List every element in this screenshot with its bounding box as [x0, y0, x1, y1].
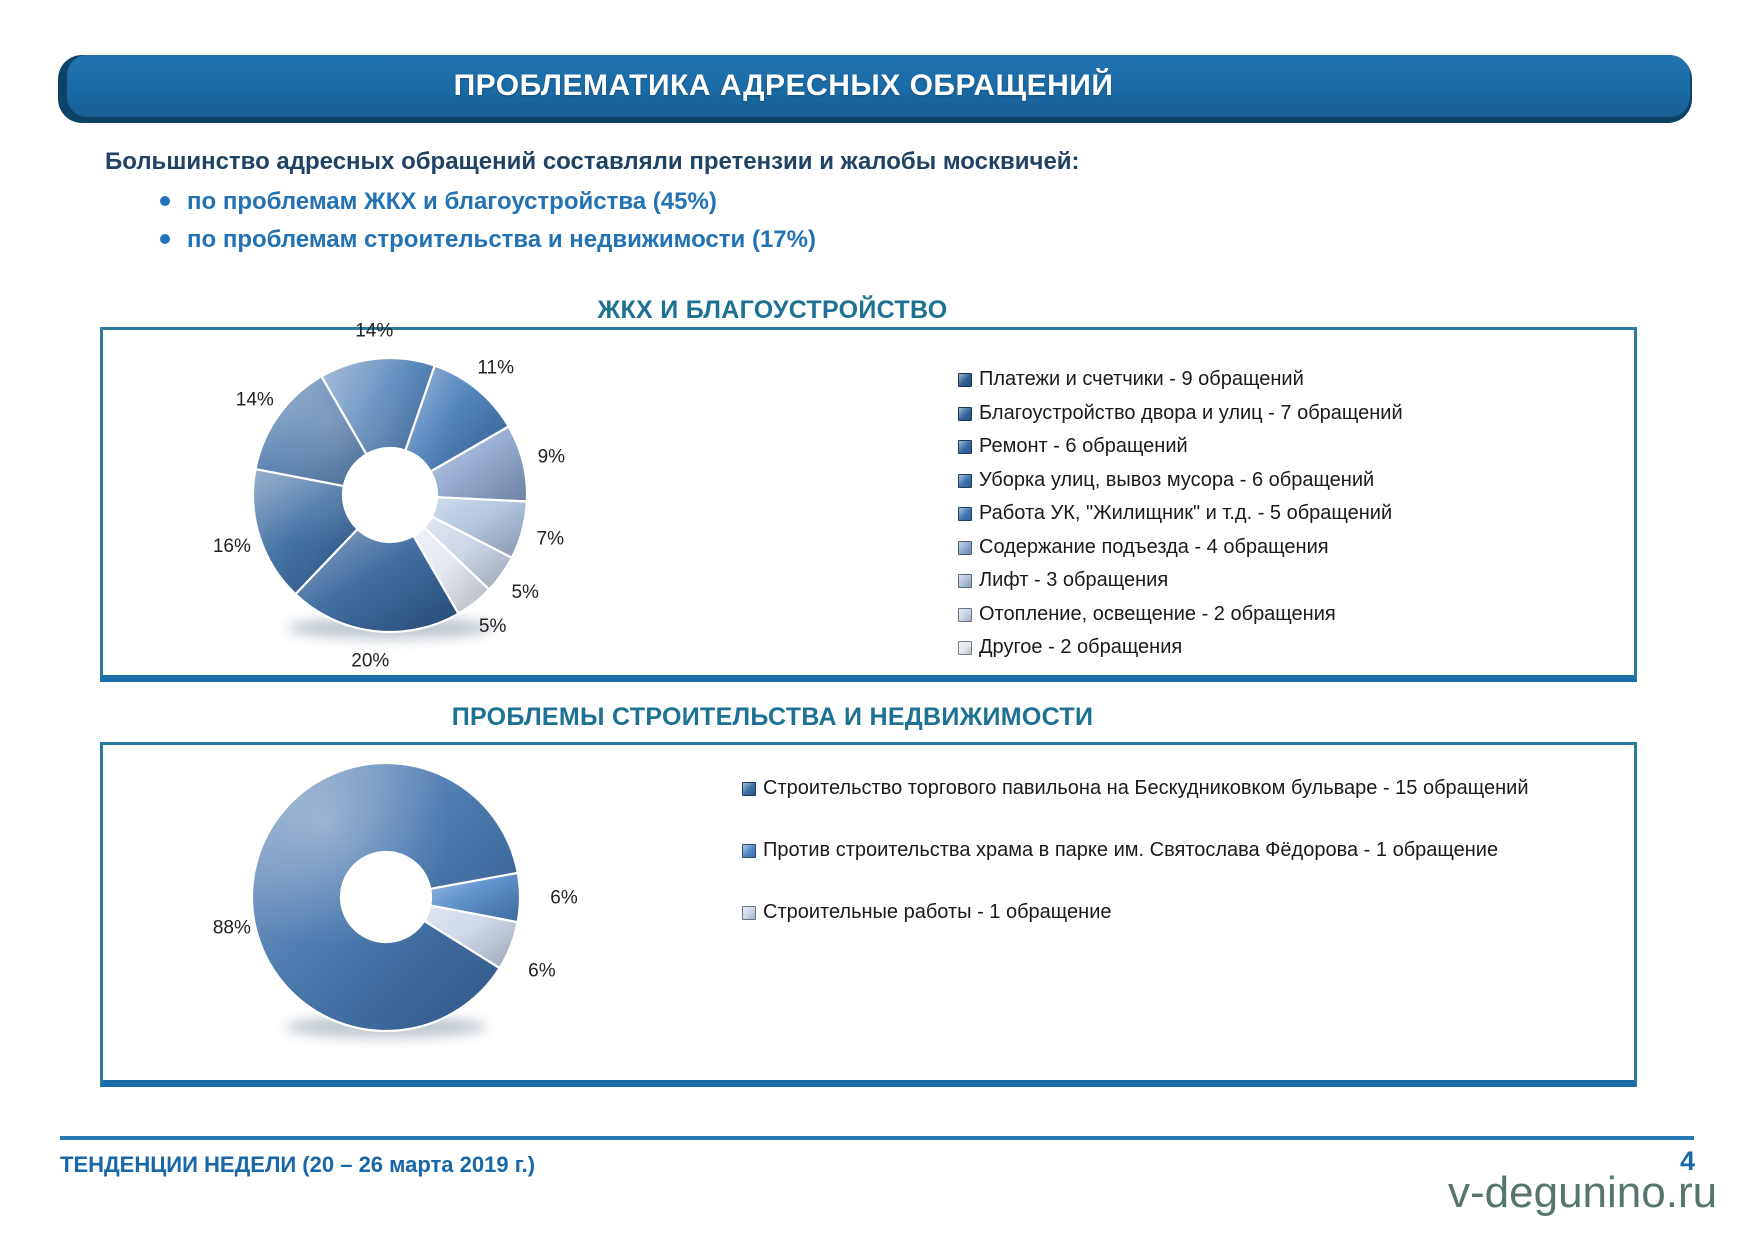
legend-label: Работа УК, "Жилищник" и т.д. - 5 обращен…	[979, 502, 1393, 524]
legend-marker-icon	[958, 540, 972, 555]
percent-label: 16%	[213, 536, 251, 557]
legend-marker-icon	[958, 607, 972, 622]
legend-label: Платежи и счетчики - 9 обращений	[979, 368, 1304, 390]
legend-item: Благоустройство двора и улиц - 7 обращен…	[958, 402, 1403, 436]
intro-bullet-text: по проблемам ЖКХ и благоустройства (45%)	[187, 188, 717, 215]
chart-legend-construction: Строительство торгового павильона на Бес…	[742, 777, 1529, 963]
legend-item: Уборка улиц, вывоз мусора - 6 обращений	[958, 469, 1403, 503]
legend-marker-icon	[742, 782, 756, 796]
legend-marker-icon	[958, 507, 972, 521]
slide-title-banner-face: ПРОБЛЕМАТИКА АДРЕСНЫХ ОБРАЩЕНИЙ	[67, 55, 1690, 117]
intro-bullet: по проблемам ЖКХ и благоустройства (45%)	[160, 188, 816, 226]
legend-label: Строительные работы - 1 обращение	[763, 901, 1112, 923]
legend-marker-icon	[958, 440, 972, 454]
percent-label: 88%	[213, 918, 251, 939]
legend-marker-icon	[742, 844, 756, 858]
legend-label: Благоустройство двора и улиц - 7 обращен…	[979, 401, 1403, 424]
bullet-dot-icon	[160, 234, 170, 244]
percent-label: 5%	[511, 582, 539, 603]
footer-divider	[60, 1136, 1694, 1140]
percent-label: 5%	[479, 616, 507, 637]
donut-chart-zhkh: 20% 16% 14% 14% 11% 9% 7% 5%5%	[213, 320, 566, 671]
legend-item: Лифт - 3 обращения	[958, 569, 1403, 603]
chart-legend-zhkh: Платежи и счетчики - 9 обращений Благоуст…	[958, 368, 1403, 670]
intro-lead: Большинство адресных обращений составлял…	[105, 148, 1080, 175]
footer-label: ТЕНДЕНЦИИ НЕДЕЛИ (20 – 26 марта 2019 г.)	[60, 1152, 536, 1177]
percent-label: 14%	[236, 389, 274, 410]
bullet-dot-icon	[160, 196, 170, 206]
legend-label: Ремонт - 6 обращений	[979, 435, 1188, 457]
legend-label: Содержание подъезда - 4 обращения	[979, 535, 1329, 558]
percent-label: 14%	[355, 320, 393, 341]
legend-label: Строительство торгового павильона на Бес…	[763, 777, 1529, 799]
legend-item: Ремонт - 6 обращений	[958, 435, 1403, 469]
donut-chart-construction: 88% 6% 6%	[213, 761, 578, 1038]
legend-label: Лифт - 3 обращения	[979, 569, 1169, 591]
percent-label: 6%	[550, 888, 578, 909]
legend-item: Строительство торгового павильона на Бес…	[742, 777, 1529, 839]
legend-item: Другое - 2 обращения	[958, 636, 1403, 670]
legend-label: Другое - 2 обращения	[979, 636, 1183, 658]
legend-marker-icon	[958, 406, 972, 421]
section-title-construction: ПРОБЛЕМЫ СТРОИТЕЛЬСТВА И НЕДВИЖИМОСТИ	[451, 703, 1094, 731]
percent-label: 7%	[537, 529, 565, 550]
intro-bullet-text: по проблемам строительства и недвижимост…	[187, 226, 816, 253]
percent-label: 11%	[477, 358, 514, 379]
legend-item: Содержание подъезда - 4 обращения	[958, 536, 1403, 570]
legend-marker-icon	[958, 373, 972, 387]
legend-marker-icon	[958, 473, 972, 488]
legend-label: Уборка улиц, вывоз мусора - 6 обращений	[979, 468, 1375, 491]
percent-label: 20%	[351, 650, 389, 671]
percent-label: 6%	[528, 960, 556, 981]
slide-title-banner: ПРОБЛЕМАТИКА АДРЕСНЫХ ОБРАЩЕНИЙ	[58, 55, 1692, 123]
intro-bullet-list: по проблемам ЖКХ и благоустройства (45%)…	[160, 188, 816, 264]
legend-marker-icon	[742, 906, 756, 920]
legend-label: Отопление, освещение - 2 обращения	[979, 602, 1336, 625]
legend-item: Строительные работы - 1 обращение	[742, 901, 1529, 963]
section-title-zhkh: ЖКХ И БЛАГОУСТРОЙСТВО	[597, 296, 948, 324]
legend-item: Против строительства храма в парке им. С…	[742, 839, 1529, 901]
legend-marker-icon	[958, 641, 972, 655]
percent-label: 9%	[538, 447, 566, 468]
legend-marker-icon	[958, 574, 972, 588]
slide-title: ПРОБЛЕМАТИКА АДРЕСНЫХ ОБРАЩЕНИЙ	[453, 69, 1114, 102]
legend-item: Платежи и счетчики - 9 обращений	[958, 368, 1403, 402]
legend-item: Отопление, освещение - 2 обращения	[958, 603, 1403, 637]
intro-bullet: по проблемам строительства и недвижимост…	[160, 226, 816, 264]
page-number: 4	[1679, 1146, 1695, 1176]
legend-label: Против строительства храма в парке им. С…	[763, 839, 1499, 861]
watermark: v-degunino.ru	[1448, 1168, 1718, 1217]
legend-item: Работа УК, "Жилищник" и т.д. - 5 обращен…	[958, 502, 1403, 536]
